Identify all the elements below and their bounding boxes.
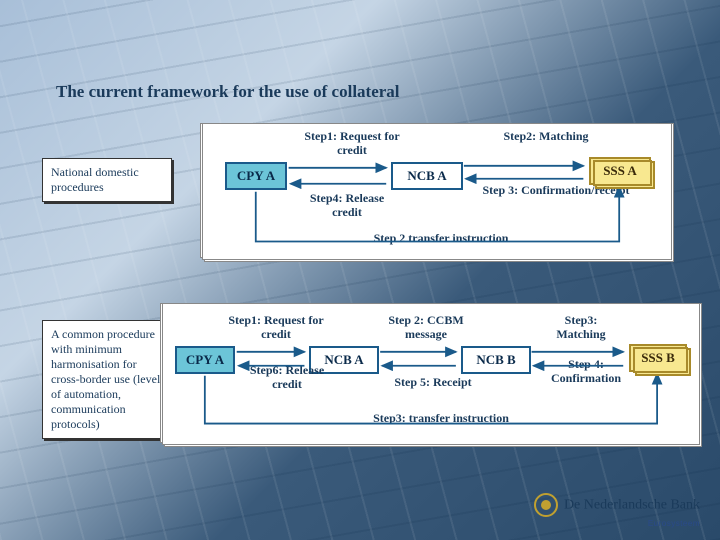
box-cpy-a-1: CPY A: [225, 162, 287, 190]
label-p2-step3m: Step3: Matching: [541, 314, 621, 342]
logo-sub: Eurosysteem: [532, 519, 700, 528]
box-ncb-a-1: NCB A: [391, 162, 463, 190]
label-p2-step5: Step 5: Receipt: [383, 376, 483, 390]
label-p2-step6: Step6: Release credit: [237, 364, 337, 392]
crest-icon: [532, 491, 560, 519]
side-note-domestic: National domestic procedures: [42, 158, 172, 202]
label-p2-step1: Step1: Request for credit: [221, 314, 331, 342]
logo-dnb: De Nederlandsche Bank Eurosysteem: [532, 491, 700, 528]
label-p2-step4c: Step 4: Confirmation: [541, 358, 631, 386]
label-p1-step4: Step4: Release credit: [297, 192, 397, 220]
page-title: The current framework for the use of col…: [56, 82, 400, 102]
panel-crossborder: CPY A NCB A NCB B SSS B Step1: Request f…: [160, 303, 698, 443]
label-p1-step2: Step2: Matching: [501, 130, 591, 144]
box-sss-b: SSS B: [629, 344, 687, 372]
label-p1-transfer: Step 2 transfer instruction: [341, 232, 541, 246]
logo-name: De Nederlandsche Bank: [564, 498, 700, 513]
box-sss-a: SSS A: [589, 157, 651, 185]
box-cpy-a-2: CPY A: [175, 346, 235, 374]
label-p2-step2: Step 2: CCBM message: [371, 314, 481, 342]
label-p1-step1: Step1: Request for credit: [297, 130, 407, 158]
box-ncb-b: NCB B: [461, 346, 531, 374]
label-p2-transfer: Step3: transfer instruction: [341, 412, 541, 426]
side-note-crossborder: A common procedure with minimum harmonis…: [42, 320, 172, 439]
panel-domestic: CPY A NCB A SSS A Step1: Request for cre…: [200, 123, 670, 258]
